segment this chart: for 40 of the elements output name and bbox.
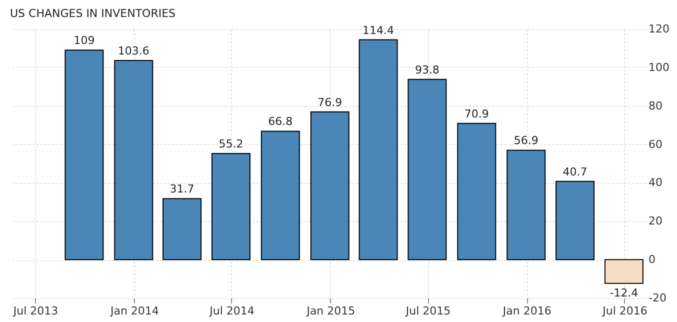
bar (506, 150, 546, 260)
data-label: 55.2 (218, 138, 244, 151)
bar (358, 39, 398, 260)
bar (114, 60, 154, 260)
bar (260, 130, 300, 260)
x-tick-label: Jul 2013 (12, 304, 58, 318)
data-label: 109 (74, 34, 95, 48)
data-label: 103.6 (118, 44, 150, 58)
data-label: 114.4 (362, 24, 394, 37)
data-label: 70.9 (464, 107, 489, 120)
y-tick-label: 0 (648, 253, 656, 266)
x-tick-label: Jan 2014 (109, 304, 159, 318)
y-tick-label: 80 (648, 99, 662, 112)
data-label: 56.9 (514, 134, 538, 148)
bar (310, 111, 350, 260)
data-label: 31.7 (170, 182, 194, 196)
bar (211, 153, 250, 260)
bar (64, 50, 104, 260)
bar (457, 122, 496, 260)
bar (162, 198, 202, 260)
bar (408, 78, 447, 260)
y-tick-label: 40 (648, 176, 662, 190)
chart-title: US CHANGES IN INVENTORIES (10, 7, 176, 20)
data-label: 93.8 (414, 63, 440, 76)
y-tick-label: 100 (648, 60, 670, 74)
data-label: 76.9 (318, 96, 342, 109)
y-tick-label: 20 (648, 214, 662, 228)
x-tick-label: Jul 2014 (208, 304, 254, 318)
y-tick-label: 60 (648, 138, 662, 151)
bar (604, 259, 644, 284)
x-tick-label: Jan 2016 (502, 304, 552, 318)
data-label: 66.8 (268, 115, 293, 128)
y-tick-label: 120 (648, 22, 670, 36)
bar (556, 180, 595, 260)
data-label: 40.7 (562, 165, 588, 178)
x-tick-label: Jan 2015 (306, 304, 356, 318)
data-label: -12.4 (610, 286, 638, 300)
x-tick-label: Jul 2016 (602, 304, 648, 318)
y-tick-label: -20 (648, 292, 666, 304)
x-tick-label: Jul 2015 (404, 304, 451, 318)
